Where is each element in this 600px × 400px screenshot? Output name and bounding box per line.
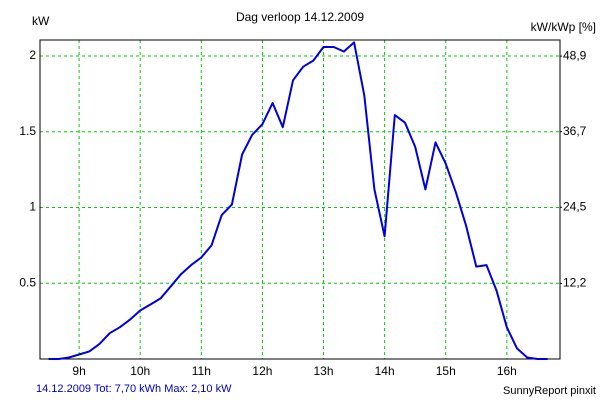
y-axis-label: kW xyxy=(32,14,50,28)
y-tick-label: 2 xyxy=(29,48,36,62)
y-tick-label: 1.5 xyxy=(19,124,36,138)
y2-tick-label: 12,2 xyxy=(563,276,587,290)
x-tick-label: 13h xyxy=(314,364,334,378)
y2-tick-label: 36,7 xyxy=(563,124,587,138)
footer-summary: 14.12.2009 Tot: 7,70 kWh Max: 2,10 kW xyxy=(36,383,232,395)
y2-axis-label: kW/kWp [%] xyxy=(531,20,596,34)
y2-tick-label: 24,5 xyxy=(563,199,587,213)
y2-tick-label: 48,9 xyxy=(563,48,587,62)
y-tick-label: 1 xyxy=(29,200,36,214)
y-tick-label: 0.5 xyxy=(19,275,36,289)
x-tick-label: 15h xyxy=(436,364,456,378)
x-tick-label: 9h xyxy=(72,364,85,378)
chart-title: Dag verloop 14.12.2009 xyxy=(236,10,364,24)
data-line xyxy=(48,41,548,360)
x-tick-label: 12h xyxy=(252,364,272,378)
x-tick-label: 10h xyxy=(130,364,150,378)
plot-frame xyxy=(39,39,561,360)
footer-credit: SunnyReport pinxit xyxy=(503,385,596,397)
x-tick-label: 11h xyxy=(192,364,211,378)
x-tick-label: 14h xyxy=(375,364,395,378)
x-tick-label: 16h xyxy=(497,364,517,378)
